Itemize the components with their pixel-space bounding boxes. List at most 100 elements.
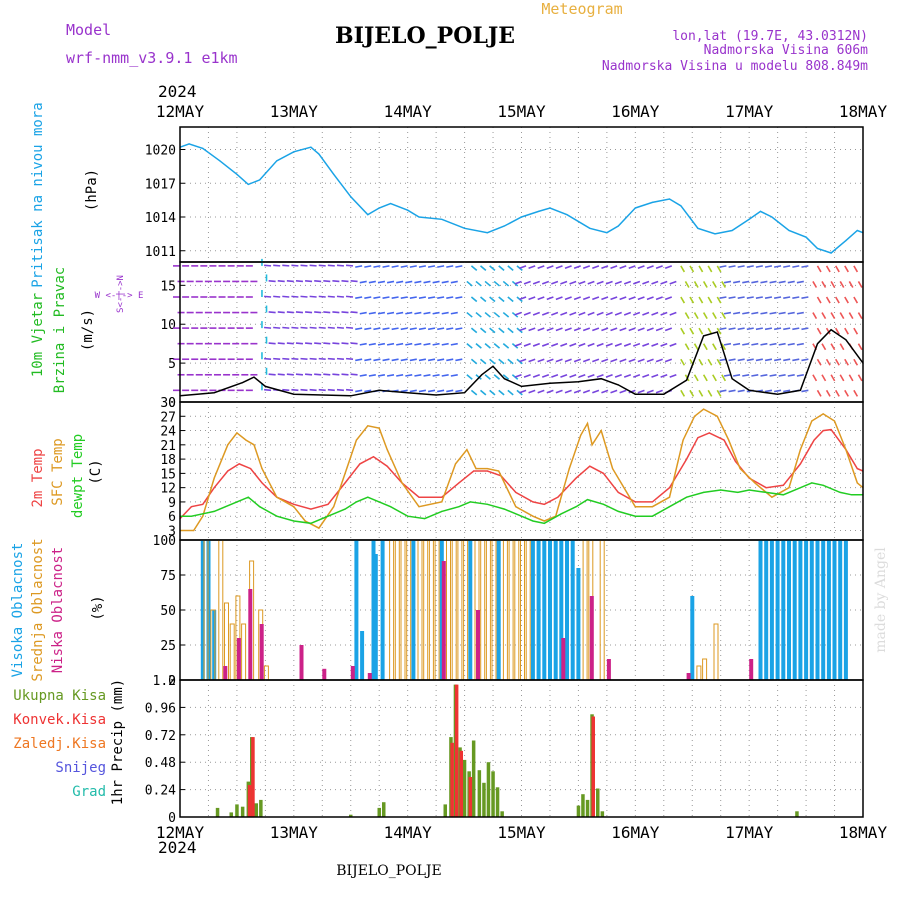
wind-point — [481, 374, 483, 376]
temperature-point — [782, 484, 784, 486]
wind-arrow — [719, 265, 727, 268]
wind-arrow — [305, 311, 313, 314]
wind-arrow — [532, 342, 540, 347]
wind-arrow — [605, 374, 613, 378]
temperature-point — [782, 494, 784, 496]
wind-arrow — [569, 342, 577, 347]
pressure-point — [651, 201, 654, 203]
temperature-point — [190, 506, 192, 508]
top-day-label: 17MAY — [725, 102, 774, 121]
pressure-point — [788, 229, 790, 232]
wind-arrow — [712, 281, 717, 288]
wind-arrow — [702, 312, 708, 320]
wind-arrow — [812, 312, 818, 320]
temperature-point — [236, 501, 238, 503]
temperature-point — [703, 491, 705, 493]
wind-arrow — [821, 312, 827, 320]
wind-arrow — [737, 358, 745, 362]
cloud-title-1: Visoka Oblacnost — [10, 543, 26, 678]
wind-arrow — [834, 358, 840, 366]
temperature-point — [575, 506, 577, 508]
wind-arrow — [848, 312, 854, 320]
wind-arrow — [551, 280, 559, 285]
cloud-bar — [496, 540, 501, 680]
temperature-point — [378, 427, 380, 429]
wind-arrow — [664, 296, 673, 301]
wind-arrow — [528, 389, 536, 394]
wind-arrow — [848, 281, 854, 288]
cloud-series — [200, 540, 848, 680]
wind-arrow — [853, 265, 859, 273]
temperature-series — [179, 482, 864, 525]
wind-arrow — [693, 281, 699, 288]
temperature-point — [586, 499, 589, 501]
wind-arrow — [427, 327, 436, 331]
wind-arrow — [507, 389, 514, 396]
pressure-point — [731, 229, 733, 232]
wind-arrow — [373, 296, 381, 300]
wind-arrow — [450, 373, 458, 377]
wind-unit: (m/s) — [80, 309, 96, 351]
wind-arrow — [551, 342, 559, 347]
precip-bar — [471, 740, 476, 817]
wind-point — [830, 329, 832, 331]
wind-arrow — [519, 265, 527, 270]
wind-arrow — [546, 358, 554, 363]
wind-arrow — [345, 388, 354, 392]
wind-arrow — [787, 373, 795, 377]
wind-arrow — [277, 280, 285, 283]
temperature-point — [355, 501, 357, 503]
temperature-point — [617, 510, 619, 512]
wind-arrow — [295, 280, 304, 283]
wind-arrow — [450, 311, 458, 315]
temperature-point — [224, 506, 227, 508]
precip-bar — [215, 807, 220, 817]
wind-arrow — [466, 374, 473, 380]
wind-arrow — [582, 389, 591, 394]
pressure-point — [367, 214, 369, 216]
precip-legend-item: Grad — [72, 784, 106, 800]
wind-arrow — [760, 342, 768, 346]
wind-arrow — [698, 327, 704, 335]
wind-arrow — [382, 265, 390, 268]
wind-arrow — [475, 280, 482, 287]
temperature-point — [293, 506, 295, 508]
temperature-point — [261, 482, 263, 484]
wind-arrow — [610, 265, 618, 270]
wind-arrow — [728, 265, 736, 268]
temperature-point — [304, 520, 306, 522]
temperature-point — [458, 482, 460, 484]
wind-arrow — [596, 374, 604, 378]
wind-arrow — [391, 296, 399, 300]
wind-arrow — [848, 374, 854, 382]
wind-arrow — [489, 358, 496, 365]
temperature-point — [765, 491, 767, 493]
temperature-point — [344, 508, 346, 510]
wind-arrow — [341, 311, 349, 314]
wind-arrow — [689, 265, 695, 273]
wind-arrow — [707, 265, 713, 273]
pressure-point — [748, 218, 750, 220]
cloud-bar — [764, 540, 769, 680]
wind-arrow — [693, 343, 699, 351]
wind-arrow — [555, 327, 563, 332]
temperature-point — [811, 420, 813, 422]
temperature-point — [190, 515, 192, 517]
wind-arrow — [414, 280, 422, 284]
wind-arrow — [633, 280, 641, 285]
wind-arrow — [470, 327, 478, 334]
wind-arrow — [787, 280, 795, 284]
wind-arrow — [728, 358, 736, 362]
wind-arrow — [282, 326, 290, 329]
temperature-point — [617, 491, 619, 493]
precip-panel: 0 0.24 0.48 0.72 0.96 1.2 — [145, 674, 864, 826]
wind-arrow — [291, 264, 299, 267]
pressure-point — [759, 210, 762, 212]
wind-arrow — [721, 343, 727, 351]
wind-arrow — [286, 311, 294, 314]
temperature-point — [739, 468, 741, 470]
top-day-label: 15MAY — [497, 102, 546, 121]
year-top: 2024 — [158, 82, 197, 101]
wind-arrow — [341, 373, 349, 376]
